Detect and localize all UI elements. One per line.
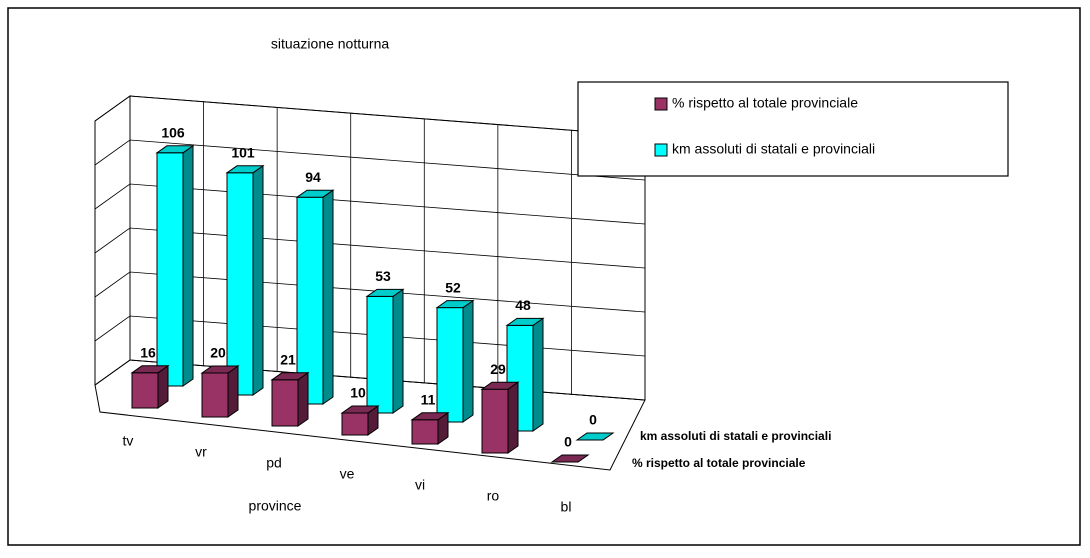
bar-front [481, 388, 509, 454]
bar-side [462, 299, 474, 423]
bar-top [295, 189, 335, 198]
legend-label: % rispetto al totale provinciale [672, 95, 858, 111]
value-label: 53 [375, 268, 391, 284]
bar-side [252, 164, 264, 396]
chart-title: situazione notturna [271, 36, 390, 52]
value-label: 106 [161, 125, 185, 141]
bar-front [201, 372, 229, 418]
bar-top [225, 165, 265, 174]
bar-top [200, 365, 240, 374]
bar-top [270, 372, 310, 381]
grid-line [94, 227, 646, 269]
grid-line [94, 95, 646, 137]
value-label: 0 [589, 412, 597, 428]
x-tick-label: ro [487, 488, 500, 504]
grid-line [94, 139, 646, 181]
legend-swatch [654, 143, 668, 157]
bar-side [392, 288, 404, 414]
bar-top [340, 405, 380, 414]
bar-top [435, 300, 475, 309]
bar-side [322, 189, 334, 405]
bar-front [296, 196, 324, 405]
bar [270, 371, 310, 427]
bar-front [366, 295, 394, 414]
value-label: 11 [421, 392, 436, 408]
bar-top [505, 317, 545, 326]
bar-top [155, 145, 195, 154]
bar-front [341, 412, 369, 436]
bar-front [226, 172, 254, 396]
bar-top [480, 381, 520, 390]
bar [200, 365, 240, 418]
bar-side [182, 144, 194, 387]
bar [295, 189, 335, 405]
grid-line [94, 271, 646, 313]
bar [505, 317, 545, 432]
bar-top [130, 365, 170, 374]
x-tick-label: bl [561, 499, 572, 515]
x-tick-label: vi [415, 477, 425, 493]
value-label: 29 [490, 361, 506, 377]
x-tick-label: vr [195, 444, 207, 460]
bar-side [532, 317, 544, 432]
legend-label: km assoluti di statali e provinciali [672, 141, 875, 157]
bar-front [131, 372, 159, 409]
bar-top [365, 288, 405, 297]
depth-label: km assoluti di statali e provinciali [640, 429, 831, 443]
bar-front [156, 152, 184, 387]
bar [480, 381, 520, 454]
bar-top [410, 412, 450, 421]
x-tick-label: pd [266, 455, 282, 471]
legend-box [577, 81, 1009, 177]
value-label: 101 [231, 145, 255, 161]
bar [550, 454, 590, 463]
bar-front [411, 419, 439, 445]
value-label: 21 [280, 352, 296, 368]
value-label: 16 [140, 345, 156, 361]
bar-front [436, 307, 464, 423]
x-tick-label: tv [123, 433, 134, 449]
bar-top [550, 454, 590, 463]
grid-line [94, 183, 646, 225]
bar [435, 299, 475, 423]
value-label: 10 [350, 385, 366, 401]
value-label: 0 [564, 434, 572, 450]
bar [225, 164, 265, 396]
bar [365, 288, 405, 414]
value-label: 20 [210, 345, 226, 361]
legend-swatch [654, 97, 668, 111]
bar [575, 432, 615, 441]
value-label: 48 [515, 297, 531, 313]
value-label: 94 [305, 169, 321, 185]
bar-side [297, 371, 309, 427]
bar [340, 405, 380, 436]
bar [155, 144, 195, 387]
x-tick-label: ve [340, 466, 355, 482]
bar [410, 411, 450, 445]
depth-label: % rispetto al totale provinciale [632, 456, 806, 470]
bar-side [507, 381, 519, 454]
bar-top [575, 432, 615, 441]
x-axis-label: province [249, 498, 302, 514]
bar-side [227, 365, 239, 418]
value-label: 52 [445, 279, 461, 295]
bar-front [271, 379, 299, 427]
bar [130, 364, 170, 409]
